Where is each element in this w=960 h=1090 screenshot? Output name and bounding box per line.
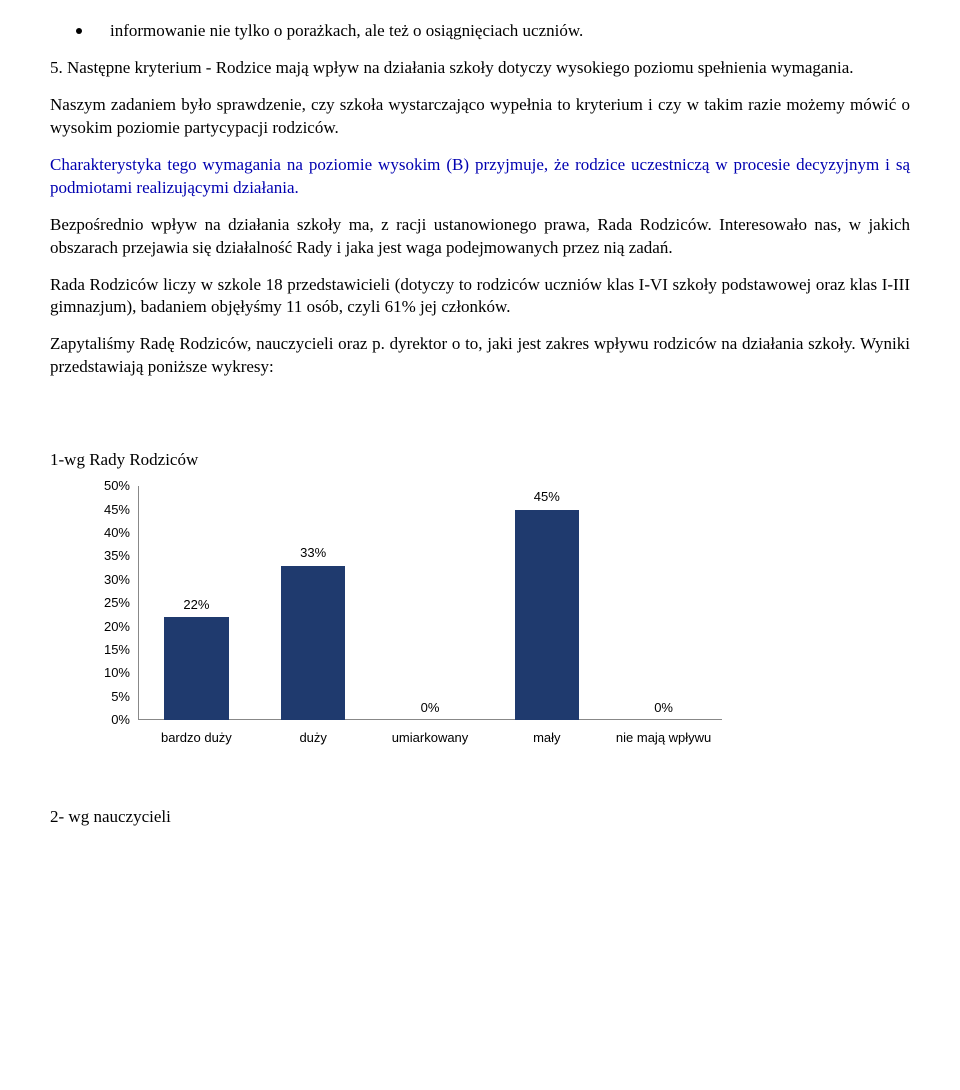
y-axis-tick: 40% (82, 524, 130, 542)
bullet-dot-icon (76, 28, 82, 34)
x-axis-label: nie mają wpływu (616, 729, 711, 747)
chart-2-title: 2- wg nauczycieli (50, 806, 910, 829)
x-axis-label: umiarkowany (392, 729, 469, 747)
chart-1: 0%5%10%15%20%25%30%35%40%45%50%22%bardzo… (82, 486, 722, 746)
chart-bar (164, 617, 228, 720)
y-axis-tick: 0% (82, 711, 130, 729)
y-axis-tick: 25% (82, 594, 130, 612)
y-axis-tick: 50% (82, 477, 130, 495)
paragraph-5: Rada Rodziców liczy w szkole 18 przedsta… (50, 274, 910, 320)
y-axis-tick: 10% (82, 665, 130, 683)
paragraph-2: Naszym zadaniem było sprawdzenie, czy sz… (50, 94, 910, 140)
bullet-item: informowanie nie tylko o porażkach, ale … (50, 20, 910, 43)
x-axis-label: bardzo duży (161, 729, 232, 747)
chart-bar-value-label: 0% (654, 699, 673, 717)
paragraph-4: Bezpośrednio wpływ na działania szkoły m… (50, 214, 910, 260)
bullet-text: informowanie nie tylko o porażkach, ale … (110, 20, 583, 43)
paragraph-6: Zapytaliśmy Radę Rodziców, nauczycieli o… (50, 333, 910, 379)
y-axis-tick: 15% (82, 641, 130, 659)
x-axis-label: duży (299, 729, 326, 747)
chart-bar (515, 510, 579, 721)
chart-bar (281, 566, 345, 720)
y-axis-tick: 20% (82, 618, 130, 636)
chart-bar-value-label: 33% (300, 544, 326, 562)
y-axis-tick: 5% (82, 688, 130, 706)
paragraph-1: 5. Następne kryterium - Rodzice mają wpł… (50, 57, 910, 80)
x-axis-label: mały (533, 729, 560, 747)
chart-bar-value-label: 45% (534, 488, 560, 506)
chart-bar-value-label: 0% (421, 699, 440, 717)
chart-1-title: 1-wg Rady Rodziców (50, 449, 910, 472)
y-axis-tick: 45% (82, 501, 130, 519)
chart-bar-value-label: 22% (183, 596, 209, 614)
paragraph-3: Charakterystyka tego wymagania na poziom… (50, 154, 910, 200)
y-axis-tick: 30% (82, 571, 130, 589)
y-axis-tick: 35% (82, 548, 130, 566)
